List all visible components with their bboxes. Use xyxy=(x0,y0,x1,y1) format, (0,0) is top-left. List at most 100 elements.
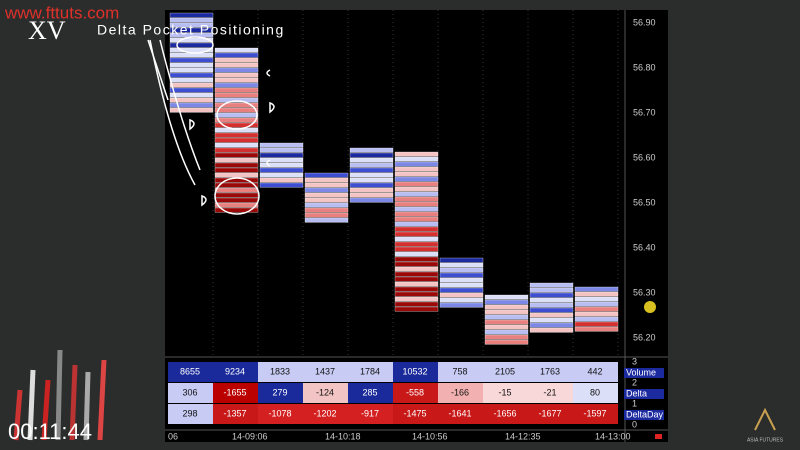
table-value: 2105 xyxy=(495,366,515,376)
table-value: 442 xyxy=(587,366,602,376)
footprint-cell xyxy=(304,197,349,203)
footprint-cell xyxy=(394,236,439,242)
study-label: 3 xyxy=(632,356,637,366)
footprint-cell xyxy=(574,311,619,317)
footprint-cell xyxy=(394,241,439,247)
time-label: 14-10:18 xyxy=(325,431,361,441)
footprint-cell xyxy=(394,306,439,312)
table-cell xyxy=(483,362,528,382)
time-label: 14-10:56 xyxy=(412,431,448,441)
footprint-cell xyxy=(349,147,394,153)
footprint-cell xyxy=(394,296,439,302)
footprint-cell xyxy=(574,321,619,327)
table-value: 80 xyxy=(590,387,600,397)
table-value: -1655 xyxy=(223,387,246,397)
footprint-cell xyxy=(574,326,619,332)
footprint-cell xyxy=(394,281,439,287)
scribble xyxy=(201,194,207,207)
footprint-cell xyxy=(259,152,304,158)
table-value: 1763 xyxy=(540,366,560,376)
price-label: 56.80 xyxy=(633,62,656,72)
footprint-cell xyxy=(349,192,394,198)
footprint-cell xyxy=(349,157,394,163)
study-table: 8655 9234 1833 1437 1784 10532 758 2105 1763 442 3… xyxy=(168,362,664,424)
table-value: -558 xyxy=(406,387,424,397)
footprint-cell xyxy=(574,306,619,312)
footprint-cell xyxy=(169,57,214,63)
table-value: -1078 xyxy=(268,408,291,418)
footprint-cell xyxy=(484,294,529,300)
row-label-box xyxy=(624,389,664,399)
footprint-cell xyxy=(394,196,439,202)
footprint-cell xyxy=(304,217,349,223)
footprint-cell xyxy=(259,177,304,183)
footprint-cell xyxy=(169,82,214,88)
row-label: Delta xyxy=(626,388,647,398)
footprint-cell xyxy=(349,182,394,188)
footprint-cell xyxy=(484,319,529,325)
footprint-cell xyxy=(394,261,439,267)
footprint-cell xyxy=(394,201,439,207)
footprint-cell xyxy=(169,72,214,78)
footprint-cell xyxy=(214,67,259,73)
table-cell xyxy=(213,404,258,424)
arrow xyxy=(159,39,201,171)
table-value: 306 xyxy=(182,387,197,397)
footprint-cell xyxy=(214,77,259,83)
time-label: 06 xyxy=(168,431,178,441)
footprint-cell xyxy=(169,102,214,108)
table-value: -1202 xyxy=(313,408,336,418)
price-label: 56.90 xyxy=(633,17,656,27)
table-cell xyxy=(258,362,303,382)
footprint-cell xyxy=(484,324,529,330)
footprint-cell xyxy=(394,221,439,227)
footprint-cell xyxy=(304,212,349,218)
table-value: -1357 xyxy=(223,408,246,418)
circle xyxy=(176,36,214,54)
footprint-cell xyxy=(169,107,214,113)
table-cell xyxy=(168,404,213,424)
footprint-cell xyxy=(214,102,259,108)
footprint-cell xyxy=(304,207,349,213)
table-value: -21 xyxy=(543,387,556,397)
footprint-cell xyxy=(169,97,214,103)
timer: 00:11:44 xyxy=(8,419,92,444)
footprint-cell xyxy=(349,177,394,183)
price-label: 56.70 xyxy=(633,107,656,117)
price-label: 56.60 xyxy=(633,152,656,162)
footprint-cell xyxy=(394,216,439,222)
footprint-cell xyxy=(169,12,214,18)
footprint xyxy=(169,12,619,345)
table-cell xyxy=(303,404,348,424)
logo: ASIA FUTURES xyxy=(747,437,784,443)
footprint-cell xyxy=(574,316,619,322)
footprint-cell xyxy=(169,92,214,98)
footprint-cell xyxy=(439,302,484,308)
cursor xyxy=(644,301,656,313)
footprint-cell xyxy=(439,297,484,303)
arrow xyxy=(147,39,169,101)
footprint-cell xyxy=(394,206,439,212)
table-value: 758 xyxy=(452,366,467,376)
table-cell xyxy=(438,383,483,403)
time-label: 14-09:06 xyxy=(232,431,268,441)
table-cell xyxy=(573,404,618,424)
footprint-cell xyxy=(214,167,259,173)
footprint-cell xyxy=(214,192,259,198)
footprint-cell xyxy=(484,334,529,340)
footprint-cell xyxy=(394,276,439,282)
chapter: XV xyxy=(28,16,66,45)
table-cell xyxy=(438,362,483,382)
footprint-cell xyxy=(529,282,574,288)
footprint-cell xyxy=(529,297,574,303)
time-label: 14-12:35 xyxy=(505,431,541,441)
footprint-cell xyxy=(214,47,259,53)
table-cell xyxy=(168,383,213,403)
table-cell xyxy=(213,362,258,382)
footprint-cell xyxy=(574,286,619,292)
arrow xyxy=(149,39,196,186)
footprint-cell xyxy=(574,301,619,307)
table-value: -15 xyxy=(498,387,511,397)
table-value: 285 xyxy=(362,387,377,397)
footprint-cell xyxy=(484,299,529,305)
